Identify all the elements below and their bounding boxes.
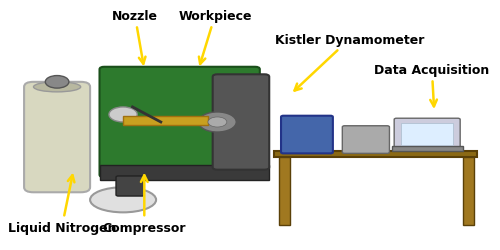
FancyBboxPatch shape <box>212 75 269 170</box>
Circle shape <box>109 108 137 122</box>
Text: Kistler Dynamometer: Kistler Dynamometer <box>274 34 424 91</box>
FancyBboxPatch shape <box>394 119 460 149</box>
Bar <box>274 151 476 158</box>
Circle shape <box>46 76 69 89</box>
Circle shape <box>208 118 227 128</box>
Text: Workpiece: Workpiece <box>178 10 252 65</box>
Ellipse shape <box>34 82 80 92</box>
Circle shape <box>198 112 236 132</box>
FancyBboxPatch shape <box>281 116 333 154</box>
FancyBboxPatch shape <box>342 126 390 154</box>
FancyBboxPatch shape <box>401 124 453 145</box>
Bar <box>278 158 290 225</box>
Ellipse shape <box>90 188 156 212</box>
Bar <box>392 146 462 151</box>
Bar <box>123 116 208 125</box>
Bar <box>462 158 474 225</box>
FancyBboxPatch shape <box>24 82 90 192</box>
FancyBboxPatch shape <box>116 176 144 196</box>
Text: Nozzle: Nozzle <box>112 10 158 64</box>
Text: Data Acquisition: Data Acquisition <box>374 64 490 107</box>
Text: Compressor: Compressor <box>102 176 186 234</box>
Bar <box>100 165 269 180</box>
FancyBboxPatch shape <box>100 68 260 178</box>
Text: Liquid Nitrogen: Liquid Nitrogen <box>8 176 116 234</box>
